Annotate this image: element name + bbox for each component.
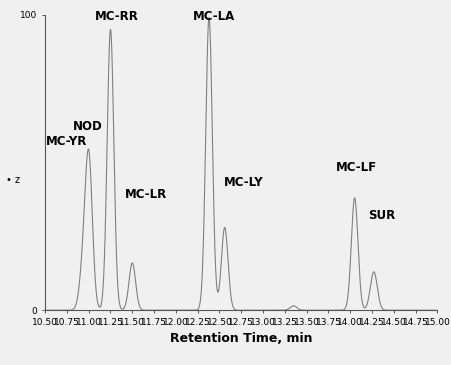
Text: • z: • z (6, 175, 20, 185)
Text: NOD: NOD (73, 120, 103, 133)
Text: MC-LF: MC-LF (336, 161, 377, 174)
Text: MC-LY: MC-LY (224, 176, 263, 189)
Text: MC-LA: MC-LA (193, 11, 235, 23)
X-axis label: Retention Time, min: Retention Time, min (170, 333, 313, 345)
Text: MC-RR: MC-RR (95, 11, 138, 23)
Text: MC-LR: MC-LR (125, 188, 168, 201)
Text: SUR: SUR (368, 208, 395, 222)
Text: MC-YR: MC-YR (46, 135, 87, 148)
